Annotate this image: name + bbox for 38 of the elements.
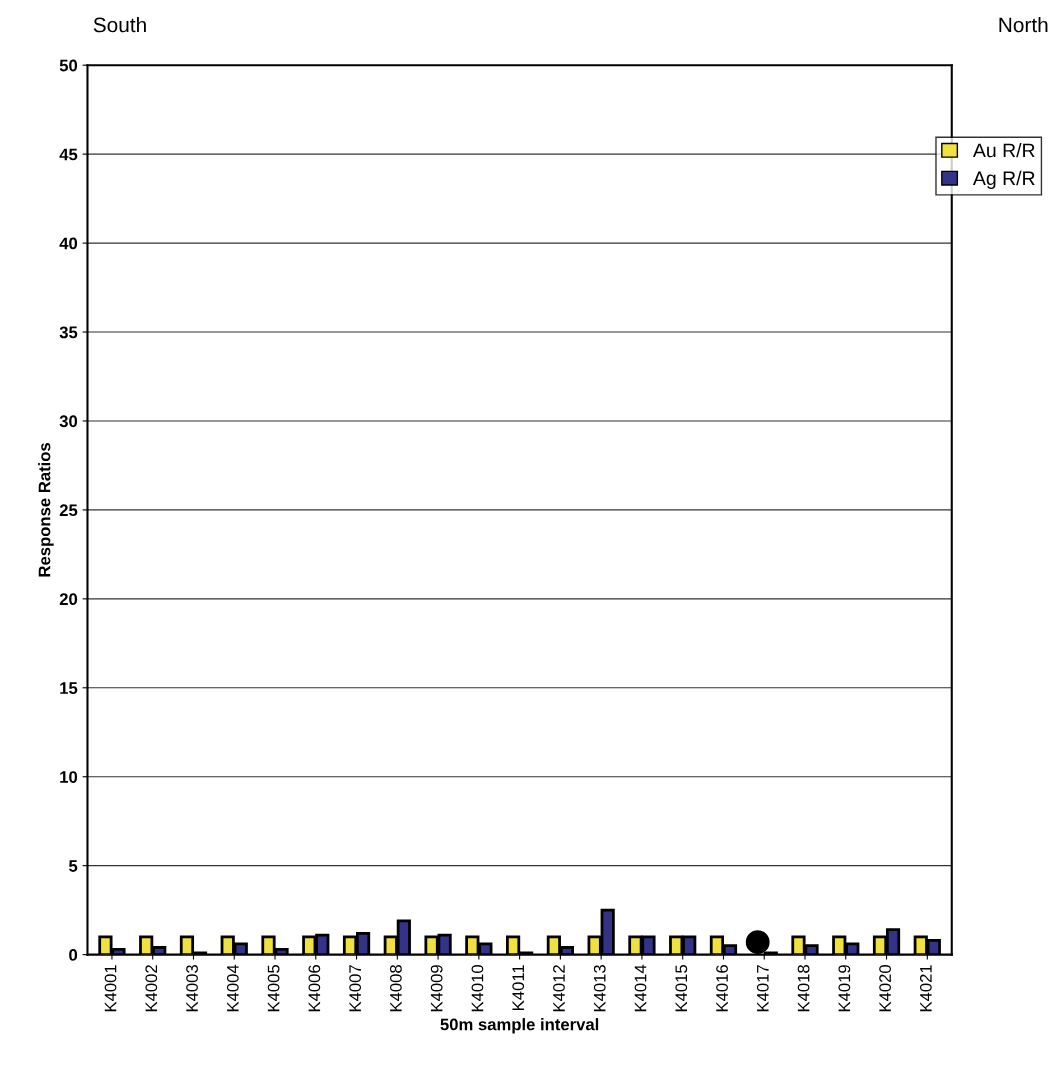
x-tick-label: K4002 (145, 965, 158, 1012)
y-tick-label: 10 (60, 771, 78, 783)
x-tick-label: K4001 (104, 965, 117, 1012)
x-tick-label: K4007 (349, 965, 362, 1012)
x-tick-label: K4008 (389, 965, 402, 1012)
text: North (999, 17, 1048, 33)
x-tick-label: K4016 (716, 965, 728, 1012)
x-tick-label: K4019 (838, 965, 851, 1012)
y-tick-label: 45 (59, 148, 78, 161)
y-tick-label: 25 (59, 504, 78, 517)
legend-label: Ag R/R (972, 170, 1035, 189)
x-tick-label: K4021 (919, 965, 932, 1012)
y-tick-label: 50 (59, 59, 78, 72)
x-tick-label: K4013 (593, 965, 606, 1012)
x-tick-label: K4009 (430, 965, 443, 1012)
x-tick-label: K4014 (634, 964, 647, 1012)
x-tick-label: K4003 (186, 965, 198, 1012)
y-axis-title: Response Ratios (38, 442, 54, 577)
x-tick-label: K4010 (471, 964, 484, 1012)
x-tick-label: K4004 (226, 964, 239, 1012)
y-tick-label: 15 (60, 682, 78, 694)
y-tick-label: 30 (59, 415, 78, 428)
x-tick-label: K4015 (675, 965, 688, 1012)
x-tick-label: K4005 (267, 965, 280, 1012)
y-tick-label: 5 (69, 860, 78, 872)
x-tick-label: K4011 (512, 965, 525, 1010)
y-tick-label: 20 (59, 593, 78, 606)
x-tick-label: K4017 (756, 965, 769, 1012)
x-tick-label: K4018 (797, 965, 810, 1012)
x-tick-label: K4020 (879, 964, 892, 1012)
y-tick-label: 0 (69, 949, 78, 961)
legend-label: Au R/R (972, 143, 1035, 158)
y-tick-label: 40 (59, 237, 78, 250)
x-tick-label: K4006 (308, 965, 321, 1012)
x-tick-label: K4012 (553, 965, 565, 1012)
text: South (93, 17, 146, 33)
y-tick-label: 35 (59, 326, 78, 339)
x-axis-title: 50m sample interval (440, 1018, 599, 1034)
